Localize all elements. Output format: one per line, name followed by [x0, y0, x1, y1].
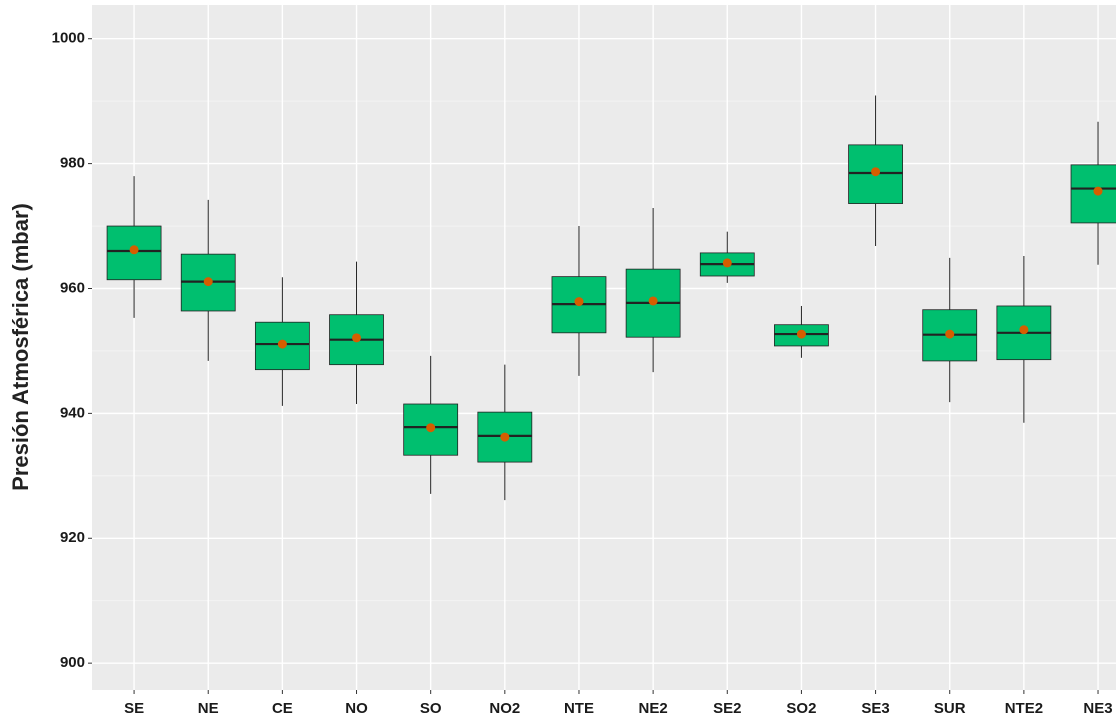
x-tick-label: SE2 — [713, 700, 741, 717]
mean-point — [1093, 186, 1103, 196]
x-tick-label: SE — [124, 700, 144, 717]
mean-point — [352, 333, 362, 343]
x-tick-label: SO — [420, 700, 442, 717]
mean-point — [203, 277, 213, 287]
x-tick-label: SUR — [934, 700, 966, 717]
x-tick-label: NO2 — [489, 700, 520, 717]
mean-point — [871, 167, 881, 177]
y-tick-label: 980 — [60, 155, 85, 172]
mean-point — [426, 423, 436, 433]
x-tick-label: NE2 — [639, 700, 668, 717]
y-tick-label: 920 — [60, 529, 85, 546]
box — [1070, 164, 1116, 224]
x-tick-label: NTE — [564, 700, 594, 717]
x-tick-label: SE3 — [861, 700, 889, 717]
mean-point — [129, 245, 139, 255]
y-tick-label: 900 — [60, 654, 85, 671]
x-tick-label: NO — [345, 700, 368, 717]
x-tick-label: NE — [198, 700, 219, 717]
x-tick-label: NE3 — [1083, 700, 1112, 717]
mean-point — [277, 339, 287, 349]
y-tick-label: 940 — [60, 404, 85, 421]
mean-point — [574, 297, 584, 307]
mean-point — [796, 329, 806, 339]
mean-point — [722, 258, 732, 268]
mean-point — [945, 329, 955, 339]
y-tick-label: 1000 — [52, 30, 85, 47]
mean-point — [500, 432, 510, 442]
mean-point — [648, 296, 658, 306]
x-tick-label: NTE2 — [1005, 700, 1043, 717]
x-tick-label: SO2 — [786, 700, 816, 717]
mean-point — [1019, 325, 1029, 335]
y-tick-label: 960 — [60, 279, 85, 296]
x-tick-label: CE — [272, 700, 293, 717]
y-axis-label: Presión Atmosférica (mbar) — [8, 203, 33, 491]
